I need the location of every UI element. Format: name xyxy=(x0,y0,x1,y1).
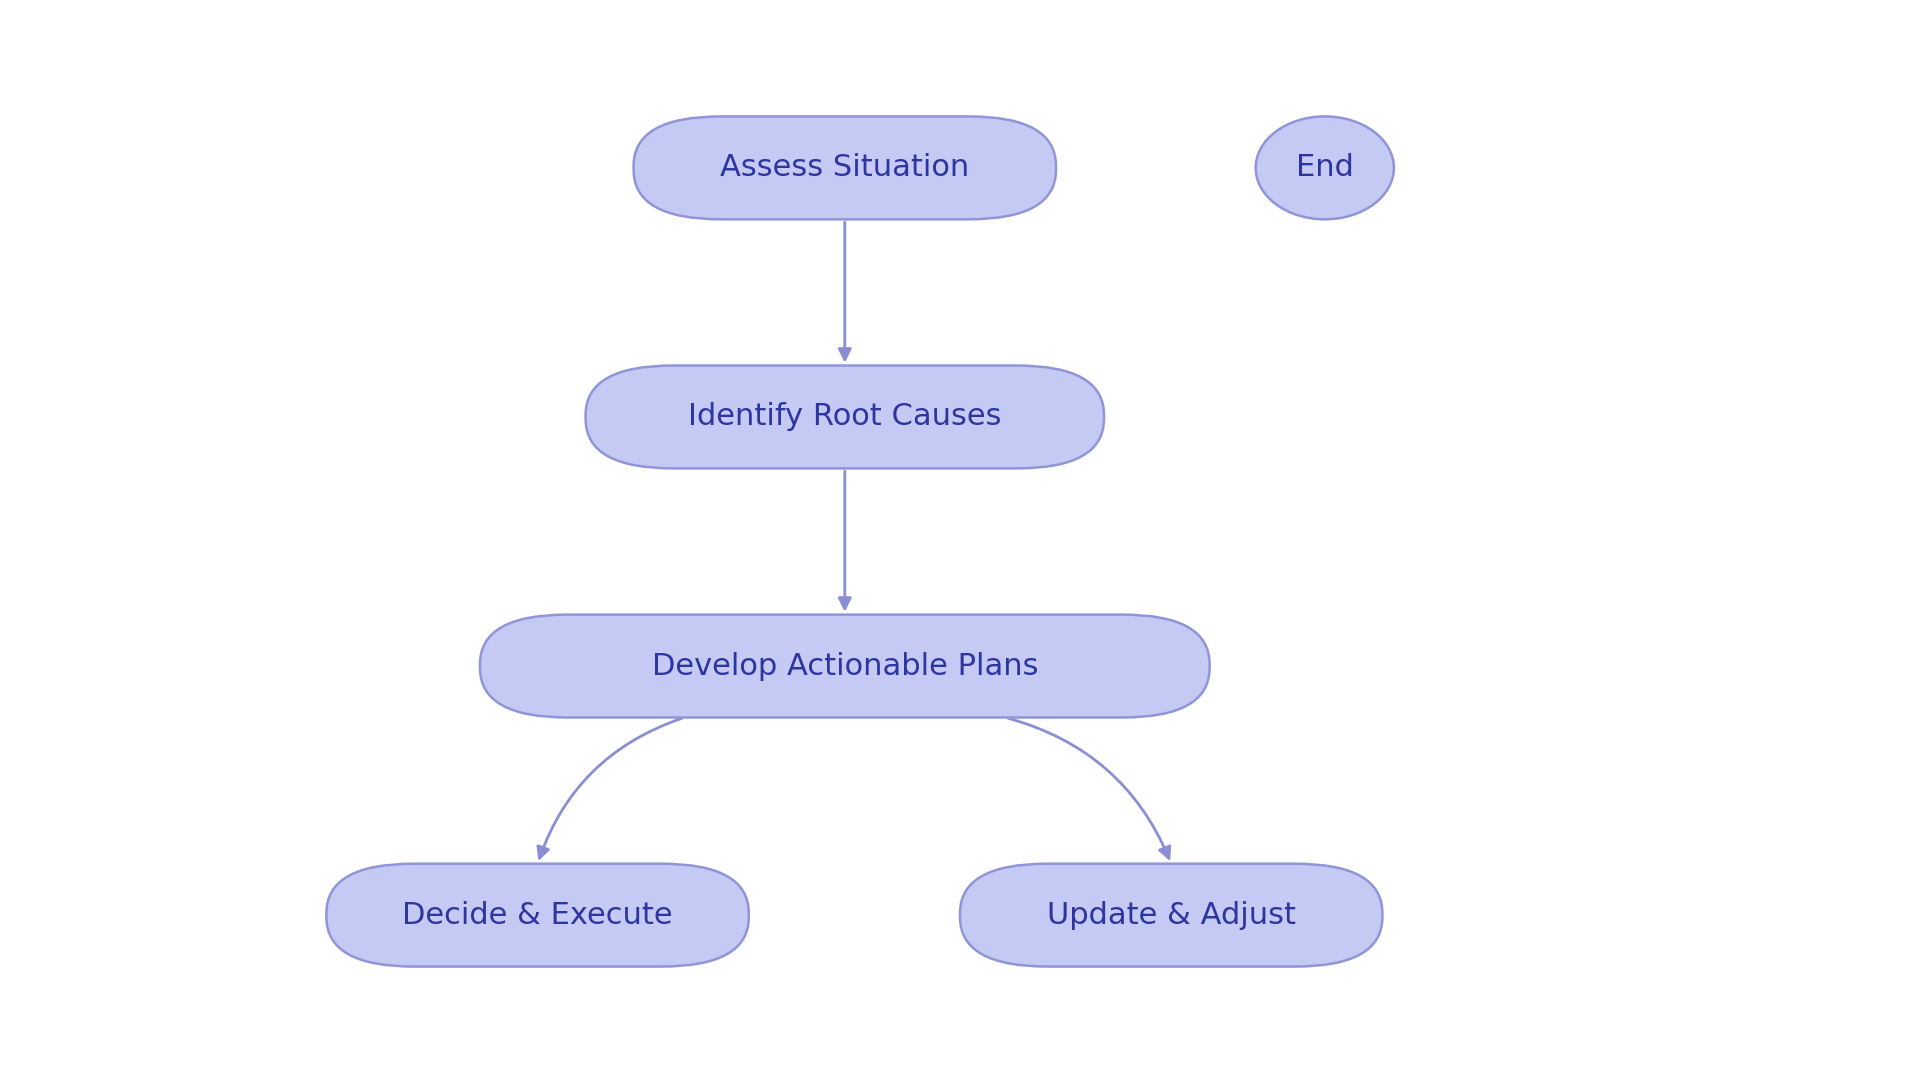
FancyBboxPatch shape xyxy=(480,615,1210,717)
Text: End: End xyxy=(1296,154,1354,182)
Ellipse shape xyxy=(1256,117,1394,219)
Text: Develop Actionable Plans: Develop Actionable Plans xyxy=(651,652,1039,680)
FancyBboxPatch shape xyxy=(586,366,1104,469)
FancyBboxPatch shape xyxy=(960,864,1382,966)
FancyBboxPatch shape xyxy=(326,864,749,966)
FancyBboxPatch shape xyxy=(634,117,1056,219)
Text: Decide & Execute: Decide & Execute xyxy=(403,901,672,929)
Text: Assess Situation: Assess Situation xyxy=(720,154,970,182)
Text: Identify Root Causes: Identify Root Causes xyxy=(687,403,1002,431)
Text: Update & Adjust: Update & Adjust xyxy=(1046,901,1296,929)
